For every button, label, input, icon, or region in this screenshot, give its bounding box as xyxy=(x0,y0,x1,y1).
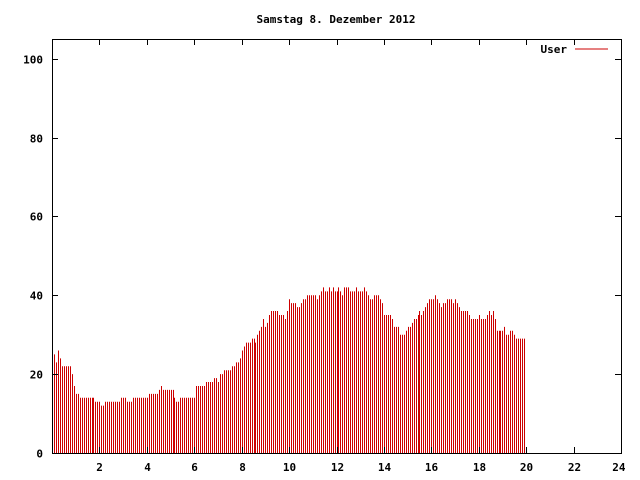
x-tick-label: 10 xyxy=(283,461,296,474)
series-bars xyxy=(52,287,525,453)
x-tick-label: 16 xyxy=(425,461,439,474)
x-tick-label: 20 xyxy=(520,461,533,474)
y-tick-label: 20 xyxy=(30,369,43,382)
x-tick-label: 22 xyxy=(568,461,581,474)
x-tick-label: 18 xyxy=(473,461,486,474)
x-tick-label: 2 xyxy=(96,461,103,474)
y-tick-label: 40 xyxy=(30,290,43,303)
x-tick-label: 14 xyxy=(378,461,392,474)
legend: User xyxy=(541,43,608,56)
y-tick-label: 0 xyxy=(36,448,43,461)
y-tick-label: 80 xyxy=(30,133,43,146)
x-tick-label: 24 xyxy=(612,461,626,474)
x-tick-label: 4 xyxy=(144,461,151,474)
x-tick-label: 12 xyxy=(331,461,344,474)
chart-title: Samstag 8. Dezember 2012 xyxy=(257,13,416,26)
y-tick-label: 100 xyxy=(23,54,43,67)
x-tick-label: 6 xyxy=(191,461,198,474)
y-tick-label: 60 xyxy=(30,211,43,224)
legend-label-user: User xyxy=(541,43,568,56)
x-tick-label: 8 xyxy=(239,461,246,474)
